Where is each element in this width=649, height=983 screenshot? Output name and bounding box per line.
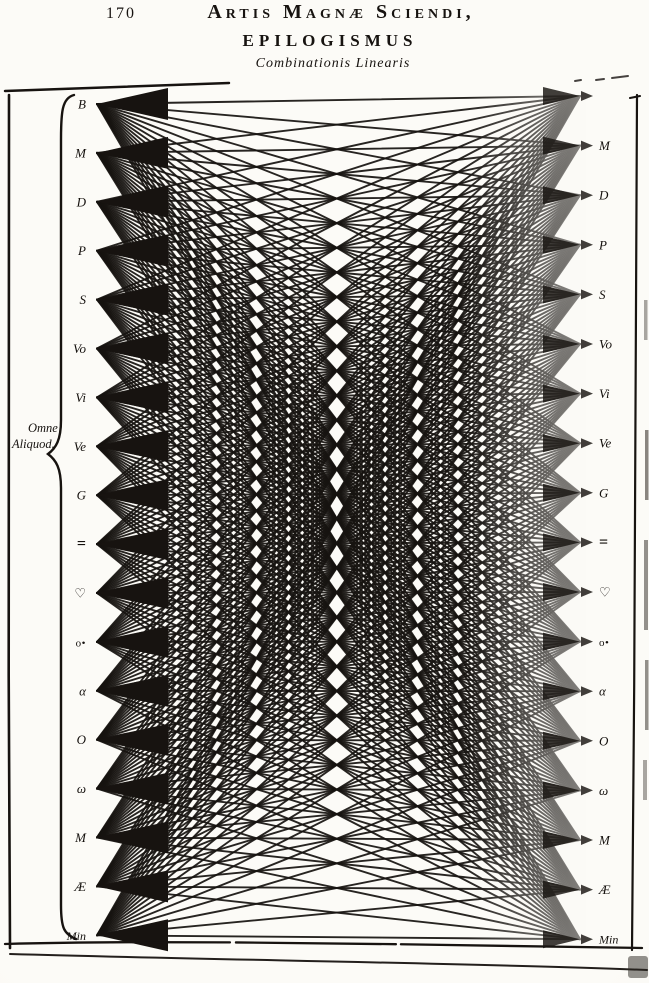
left-symbol-label: o• <box>76 637 86 649</box>
left-symbol-label: P <box>77 243 86 258</box>
left-brace <box>46 93 78 941</box>
left-symbol-label: G <box>77 488 87 503</box>
right-symbol-label: Vo <box>599 337 613 352</box>
left-symbol-label: D <box>76 194 87 209</box>
right-symbol-label: D <box>598 188 609 203</box>
left-symbol-label: M <box>74 830 87 845</box>
left-symbol-label: Vi <box>75 390 86 405</box>
running-title: Artis Magnæ Sciendi, <box>207 1 475 23</box>
section-title: EPILOGISMUS <box>242 31 418 50</box>
symbol-labels: B M M D D P P S S Vo Vo Vi Vi Ve Ve G G = = ♡ ♡ o• o• α α O Oω ω M M Æ… <box>66 97 619 947</box>
right-symbol-label: M <box>598 138 611 153</box>
right-symbol-label: S <box>599 287 606 302</box>
bracket-label-line2: Aliquod. <box>12 437 55 452</box>
right-symbol-label: O <box>599 733 609 748</box>
left-node-wedges <box>97 88 168 952</box>
right-symbol-label: = <box>599 534 608 551</box>
right-symbol-label: Min <box>598 933 618 947</box>
left-symbol-label: α <box>79 683 87 698</box>
page-number: 170 <box>106 5 136 22</box>
left-symbol-label: Æ <box>73 879 86 894</box>
left-symbol-label: Ve <box>74 439 87 454</box>
right-symbol-label: o• <box>599 637 609 649</box>
right-symbol-label: Vi <box>599 386 610 401</box>
left-symbol-label: S <box>80 292 87 307</box>
right-symbol-label: Ve <box>599 436 612 451</box>
right-symbol-label: ♡ <box>599 586 611 601</box>
left-symbol-label: Vo <box>73 341 87 356</box>
figure-caption: Combinationis Linearis <box>255 56 411 71</box>
left-symbol-label: B <box>78 97 86 112</box>
right-symbol-label: G <box>599 485 609 500</box>
left-symbol-label: O <box>77 732 87 747</box>
left-symbol-label: ω <box>77 781 86 796</box>
right-symbol-label: Æ <box>598 882 611 897</box>
figure-border <box>3 75 648 971</box>
right-node-wedges <box>543 87 593 949</box>
left-symbol-label: = <box>77 536 86 553</box>
left-symbol-label: ♡ <box>74 587 86 602</box>
bracket-label: Omne Aliquod. <box>12 420 58 453</box>
right-symbol-label: α <box>599 684 607 699</box>
right-symbol-label: M <box>598 833 611 848</box>
left-symbol-label: M <box>74 145 87 160</box>
left-symbol-label: Min <box>66 929 86 943</box>
right-symbol-label: P <box>598 237 607 252</box>
print-wear-fade <box>468 94 586 946</box>
page-edge-marks <box>628 300 649 978</box>
right-symbol-label: ω <box>599 783 608 798</box>
bracket-label-line1: Omne <box>28 421 58 435</box>
